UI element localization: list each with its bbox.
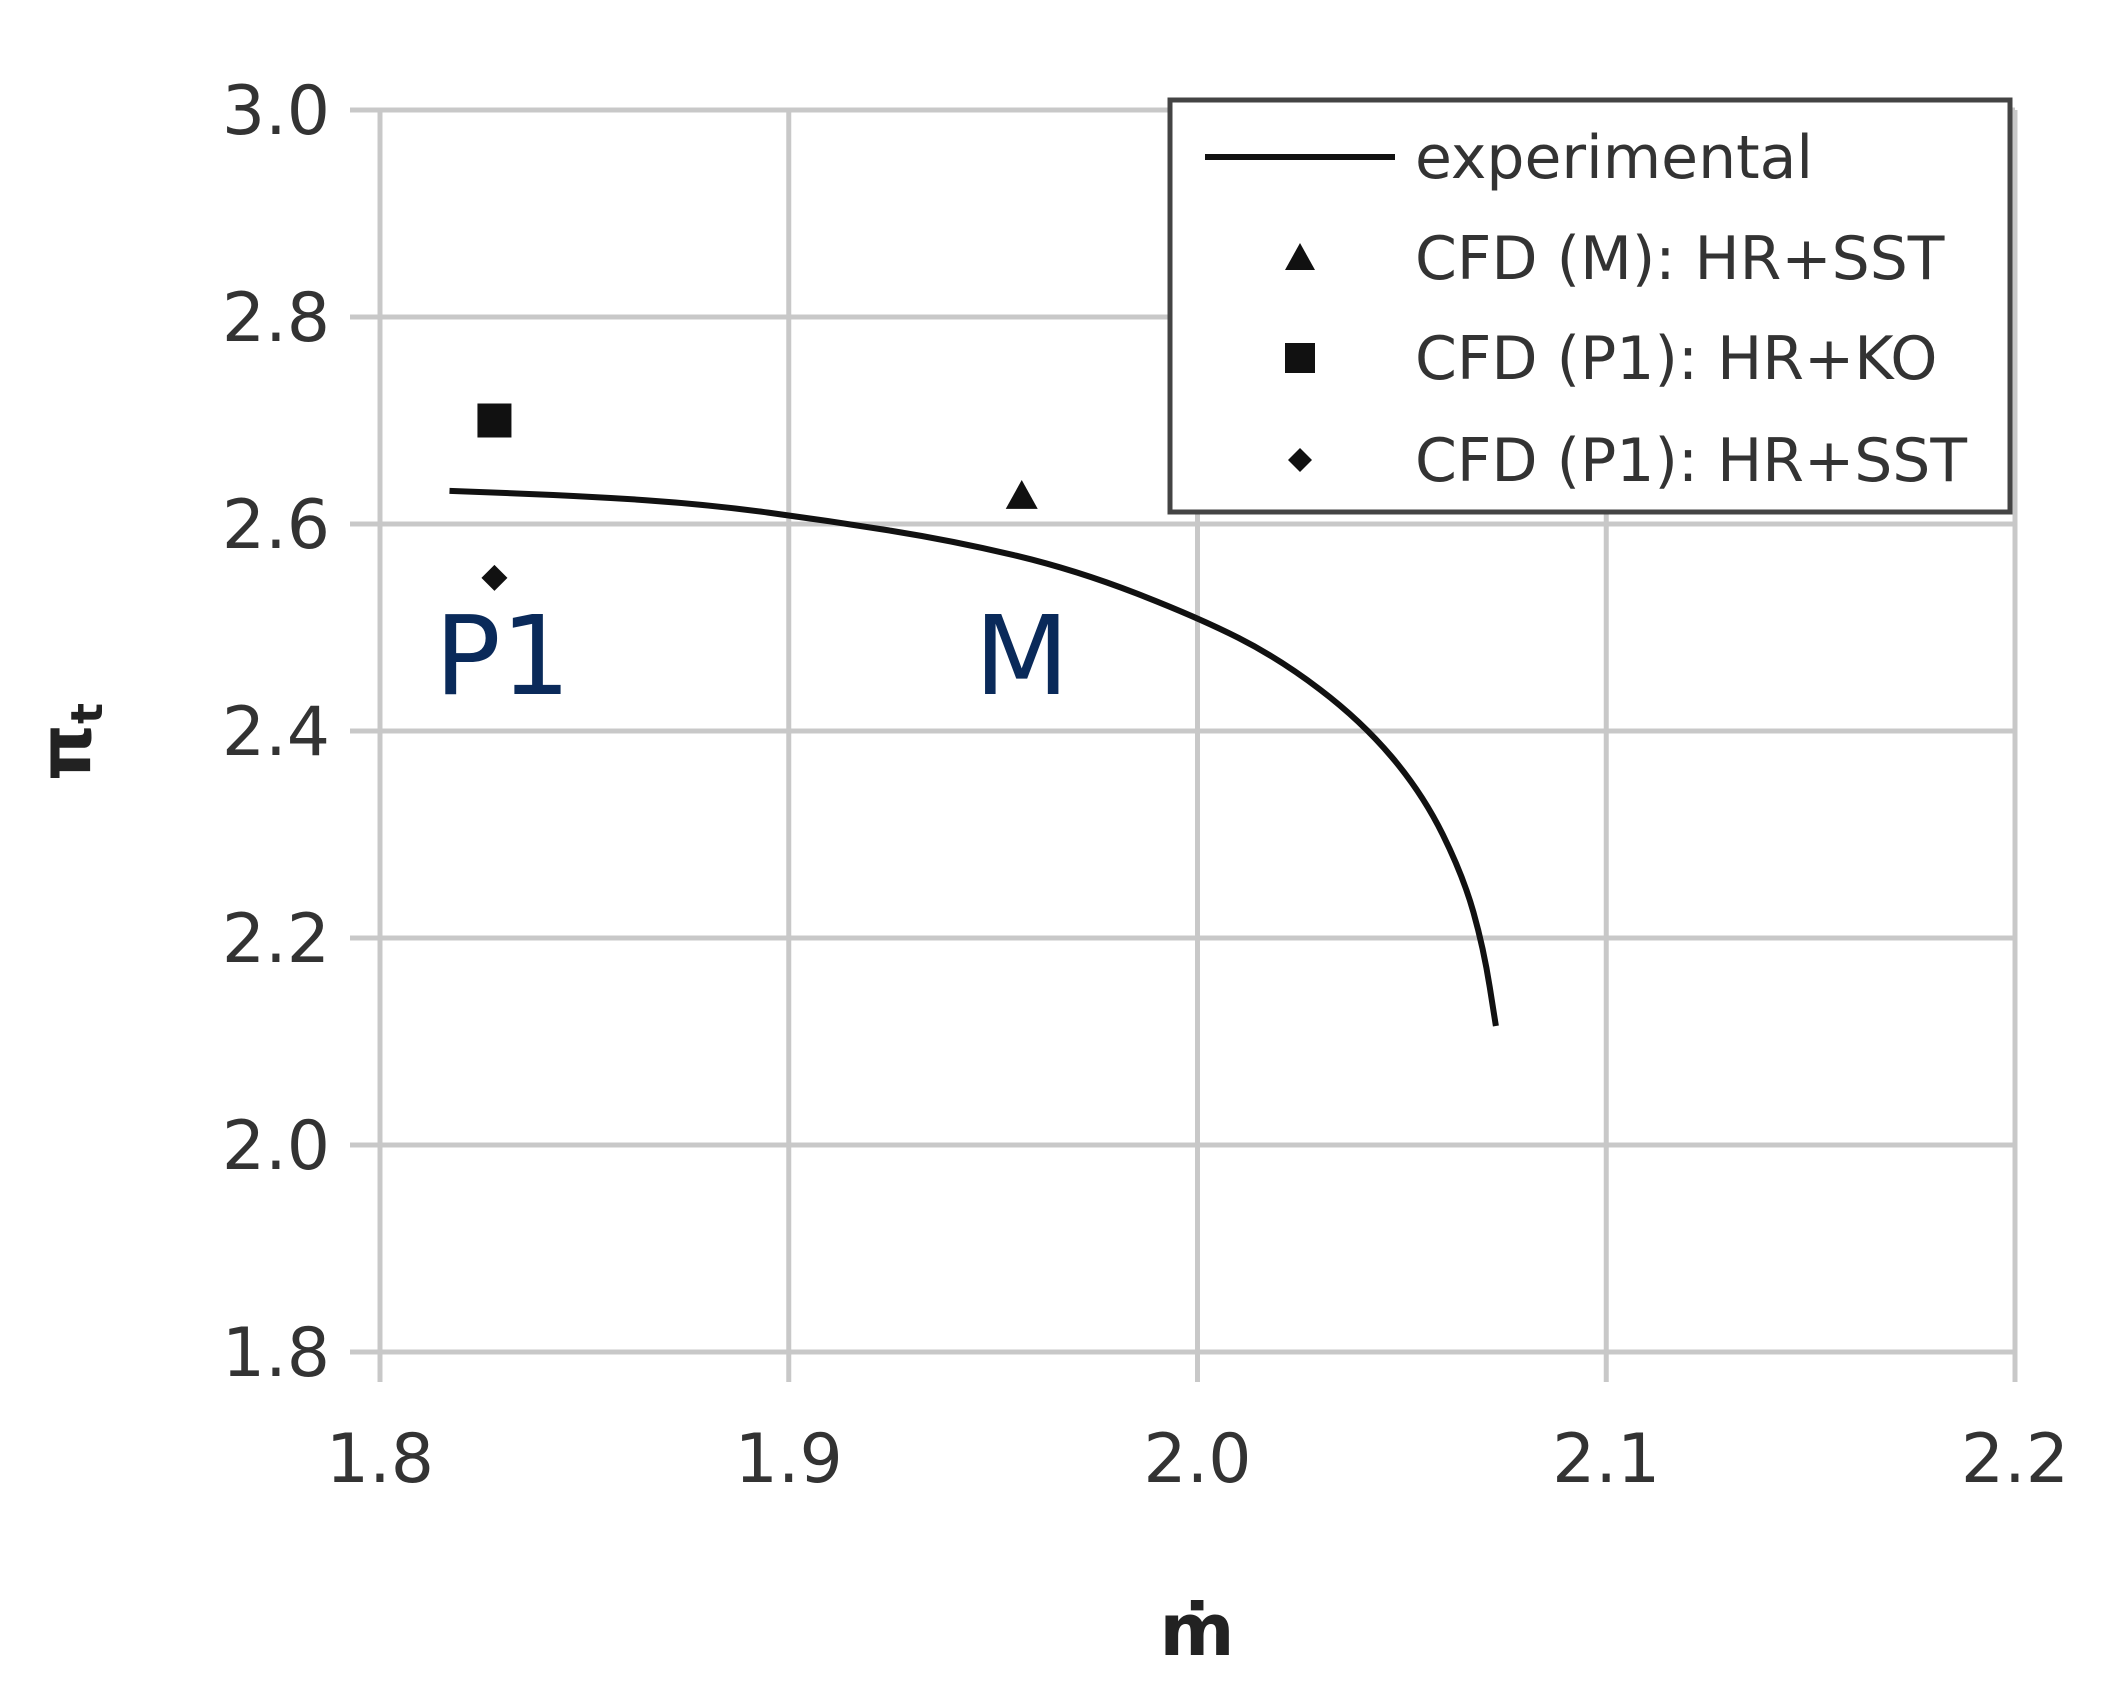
y-tick-label: 2.6 [222, 486, 330, 565]
x-tick-label: 2.0 [1143, 1420, 1251, 1499]
legend-label: CFD (P1): HR+SST [1415, 426, 1967, 496]
legend: experimental CFD (M): HR+SST CFD (P1): HR+… [1167, 97, 2013, 515]
legend-box [1167, 97, 2013, 515]
x-axis-label: ṁ [1159, 1588, 1234, 1672]
tick-labels: 1.8 2.0 2.2 2.4 2.6 2.8 3.0 1.8 1.9 2.0 2.1 2.2 [222, 72, 2069, 1499]
annotation-label: M [974, 592, 1069, 720]
y-tick-label: 1.8 [222, 1314, 330, 1393]
legend-triangle-swatch [1285, 243, 1315, 270]
svg-text:πt: πt [23, 703, 113, 781]
annotations: P1 M [434, 592, 1069, 720]
y-tick-label: 2.4 [222, 693, 330, 772]
legend-label: CFD (P1): HR+KO [1415, 324, 1938, 394]
y-tick-label: 2.0 [222, 1107, 330, 1186]
square-marker [477, 403, 512, 438]
series [449, 403, 1499, 1027]
y-axis-label-subscript: t [62, 703, 113, 724]
legend-diamond-swatch [1288, 448, 1312, 472]
experimental-line [449, 487, 1499, 1027]
x-tick-label: 2.1 [1552, 1420, 1660, 1499]
legend-label: experimental [1415, 123, 1813, 193]
y-tick-label: 3.0 [222, 72, 330, 151]
y-axis-label-main: π [23, 724, 107, 781]
x-tick-label: 1.9 [735, 1420, 843, 1499]
annotation-label: P1 [434, 592, 570, 720]
triangle-marker [1005, 480, 1038, 509]
y-axis-label: πt [23, 703, 113, 781]
diamond-marker [481, 564, 508, 591]
x-tick-label: 1.8 [326, 1420, 434, 1499]
y-tick-label: 2.2 [222, 900, 330, 979]
x-tick-label: 2.2 [1961, 1420, 2069, 1499]
legend-label: CFD (M): HR+SST [1415, 224, 1945, 294]
legend-square-swatch [1285, 343, 1315, 373]
y-tick-label: 2.8 [222, 279, 330, 358]
